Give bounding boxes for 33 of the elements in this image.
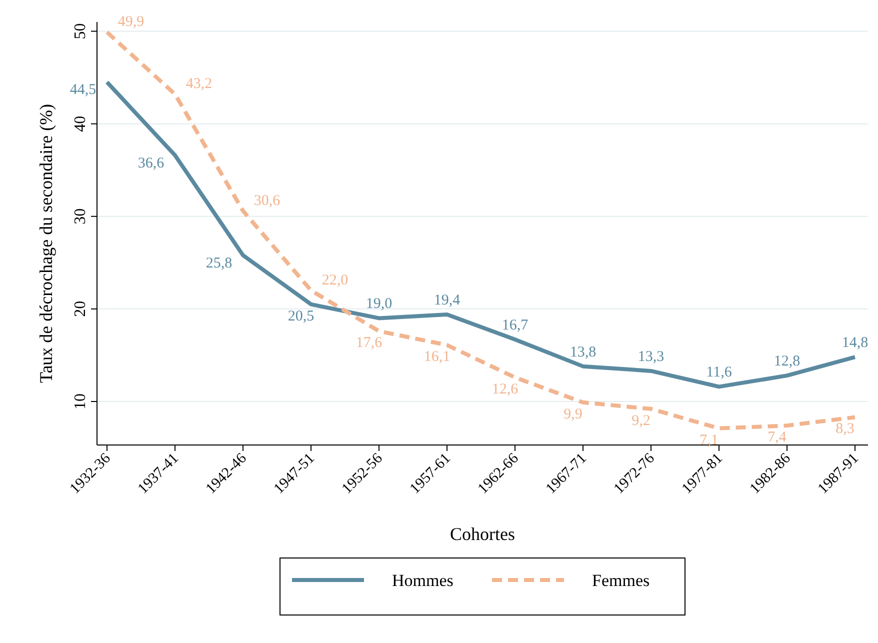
y-tick-label: 30 bbox=[72, 208, 89, 224]
data-label: 19,4 bbox=[434, 292, 461, 308]
y-tick-label: 40 bbox=[72, 116, 89, 132]
data-label: 7,4 bbox=[768, 430, 787, 446]
data-label: 25,8 bbox=[206, 255, 232, 272]
x-axis-title: Cohortes bbox=[450, 524, 515, 544]
data-label: 12,6 bbox=[492, 381, 519, 398]
data-label: 22,0 bbox=[322, 272, 348, 288]
data-label: 9,2 bbox=[632, 412, 650, 429]
data-label: 49,9 bbox=[118, 14, 144, 30]
data-label: 17,6 bbox=[356, 335, 383, 352]
data-label: 14,8 bbox=[842, 335, 868, 352]
legend-label: Femmes bbox=[592, 571, 650, 590]
data-label: 11,6 bbox=[706, 364, 732, 381]
data-label: 19,0 bbox=[366, 296, 392, 312]
data-label: 8,3 bbox=[836, 421, 854, 438]
data-label: 36,6 bbox=[138, 155, 165, 172]
data-label: 30,6 bbox=[254, 192, 281, 209]
data-label: 44,5 bbox=[70, 82, 96, 98]
data-label: 16,7 bbox=[502, 317, 529, 334]
y-axis-title: Taux de décrochage du secondaire (%) bbox=[36, 104, 56, 384]
data-label: 7,1 bbox=[700, 432, 718, 448]
legend-label: Hommes bbox=[392, 571, 454, 590]
data-label: 20,5 bbox=[288, 308, 314, 324]
y-tick-label: 50 bbox=[72, 23, 89, 40]
y-tick-label: 10 bbox=[72, 393, 89, 410]
data-label: 43,2 bbox=[186, 76, 212, 92]
y-tick-label: 20 bbox=[72, 300, 89, 317]
data-label: 13,3 bbox=[638, 348, 664, 365]
data-label: 13,8 bbox=[570, 344, 596, 360]
data-label: 9,9 bbox=[564, 406, 582, 422]
data-label: 16,1 bbox=[424, 349, 450, 366]
data-label: 12,8 bbox=[774, 354, 800, 370]
